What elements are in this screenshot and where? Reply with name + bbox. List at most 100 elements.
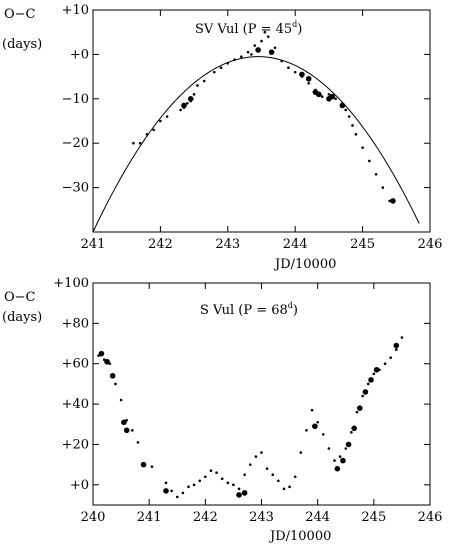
- data-point: [282, 487, 286, 491]
- bottom-chart-title: S Vul (P = 68d): [200, 301, 298, 318]
- top-chart-title: SV Vul (P = 45d): [195, 20, 302, 37]
- data-point: [287, 66, 290, 70]
- x-tick-label: 242: [148, 237, 173, 252]
- data-point: [250, 53, 253, 56]
- data-point-large: [255, 47, 261, 53]
- data-point: [327, 93, 331, 96]
- data-point: [198, 479, 202, 483]
- data-point: [114, 382, 117, 386]
- data-point: [361, 394, 364, 398]
- top-title-end: ): [297, 22, 302, 37]
- data-point: [237, 487, 241, 491]
- data-point: [187, 485, 190, 489]
- data-point: [299, 451, 303, 454]
- data-point: [170, 489, 173, 493]
- data-point: [209, 469, 213, 472]
- data-point-large: [163, 488, 169, 494]
- data-point-large: [340, 457, 346, 464]
- data-point: [263, 30, 267, 34]
- data-point: [145, 133, 149, 136]
- data-point: [372, 372, 376, 376]
- data-point: [226, 481, 230, 485]
- data-point: [351, 124, 354, 127]
- top-y-ticks: +10 +0 −10 −20 −30: [62, 3, 430, 196]
- data-point: [215, 471, 218, 475]
- chart-top: O−C (days) SV Vul (P = 45d) JD/10000 +10…: [2, 3, 442, 272]
- data-point: [271, 473, 275, 477]
- data-point: [243, 473, 246, 477]
- top-data-points: [132, 30, 396, 204]
- data-point: [138, 141, 142, 145]
- data-point: [192, 93, 196, 96]
- data-point-large: [121, 419, 127, 426]
- data-point: [316, 420, 319, 424]
- data-point: [239, 55, 243, 58]
- data-point-large: [393, 342, 400, 349]
- data-point: [213, 70, 216, 74]
- data-point: [383, 362, 387, 366]
- data-point-large: [123, 427, 130, 434]
- top-title-main: SV Vul (P = 45: [195, 22, 292, 37]
- data-point: [334, 97, 337, 101]
- x-tick-label: 241: [137, 510, 162, 525]
- data-point: [150, 465, 154, 468]
- bottom-data-points: [97, 336, 404, 499]
- data-point-large: [104, 358, 110, 365]
- data-point: [220, 477, 224, 481]
- data-point: [164, 481, 168, 485]
- data-point-large: [109, 373, 116, 379]
- data-point: [355, 410, 359, 414]
- x-tick-label: 245: [361, 510, 386, 525]
- data-point: [327, 447, 331, 450]
- data-point-large: [362, 389, 369, 395]
- data-point: [293, 475, 297, 479]
- data-point-large: [334, 465, 341, 472]
- data-point: [400, 336, 404, 339]
- data-point: [366, 382, 370, 386]
- data-point: [350, 431, 353, 434]
- data-point: [204, 475, 207, 479]
- y-tick-label: +0: [70, 478, 89, 493]
- data-point: [333, 459, 336, 462]
- data-point: [273, 46, 277, 50]
- data-point: [277, 479, 280, 483]
- data-point-large: [305, 76, 312, 82]
- data-point: [186, 101, 189, 105]
- data-point-large: [187, 96, 194, 102]
- bottom-title-end: ): [293, 303, 298, 318]
- data-point: [288, 485, 291, 489]
- data-point-large: [356, 405, 363, 411]
- x-tick-label: 244: [305, 510, 330, 525]
- top-x-ticks: 241 242 243 244 245 246: [81, 10, 442, 252]
- y-tick-label: +80: [62, 316, 89, 331]
- data-point-large: [312, 423, 318, 430]
- y-tick-label: +60: [62, 357, 89, 372]
- top-plot-frame: [92, 9, 431, 233]
- x-tick-label: 242: [193, 510, 218, 525]
- data-point: [266, 35, 270, 38]
- data-point: [338, 455, 342, 458]
- data-point: [159, 119, 162, 123]
- data-point: [389, 356, 392, 359]
- data-point-large: [345, 441, 352, 448]
- x-tick-label: 243: [249, 510, 274, 525]
- bottom-xlabel: JD/10000: [268, 529, 331, 544]
- x-tick-label: 241: [81, 237, 106, 252]
- top-ylabel-line2: (days): [2, 37, 42, 52]
- data-point-large: [140, 461, 147, 468]
- y-tick-label: −30: [62, 181, 89, 196]
- y-tick-label: −20: [62, 136, 89, 151]
- top-fit-curve: [92, 56, 420, 233]
- data-point: [175, 495, 179, 499]
- bottom-title-main: S Vul (P = 68: [200, 303, 288, 318]
- data-point: [354, 133, 358, 136]
- x-tick-label: 246: [418, 510, 443, 525]
- data-point: [310, 408, 314, 412]
- data-point: [395, 348, 398, 351]
- data-point: [361, 146, 364, 149]
- data-point: [305, 429, 308, 432]
- data-point: [165, 115, 169, 118]
- data-point-large: [181, 102, 187, 109]
- data-point: [248, 463, 252, 466]
- data-point: [381, 186, 385, 189]
